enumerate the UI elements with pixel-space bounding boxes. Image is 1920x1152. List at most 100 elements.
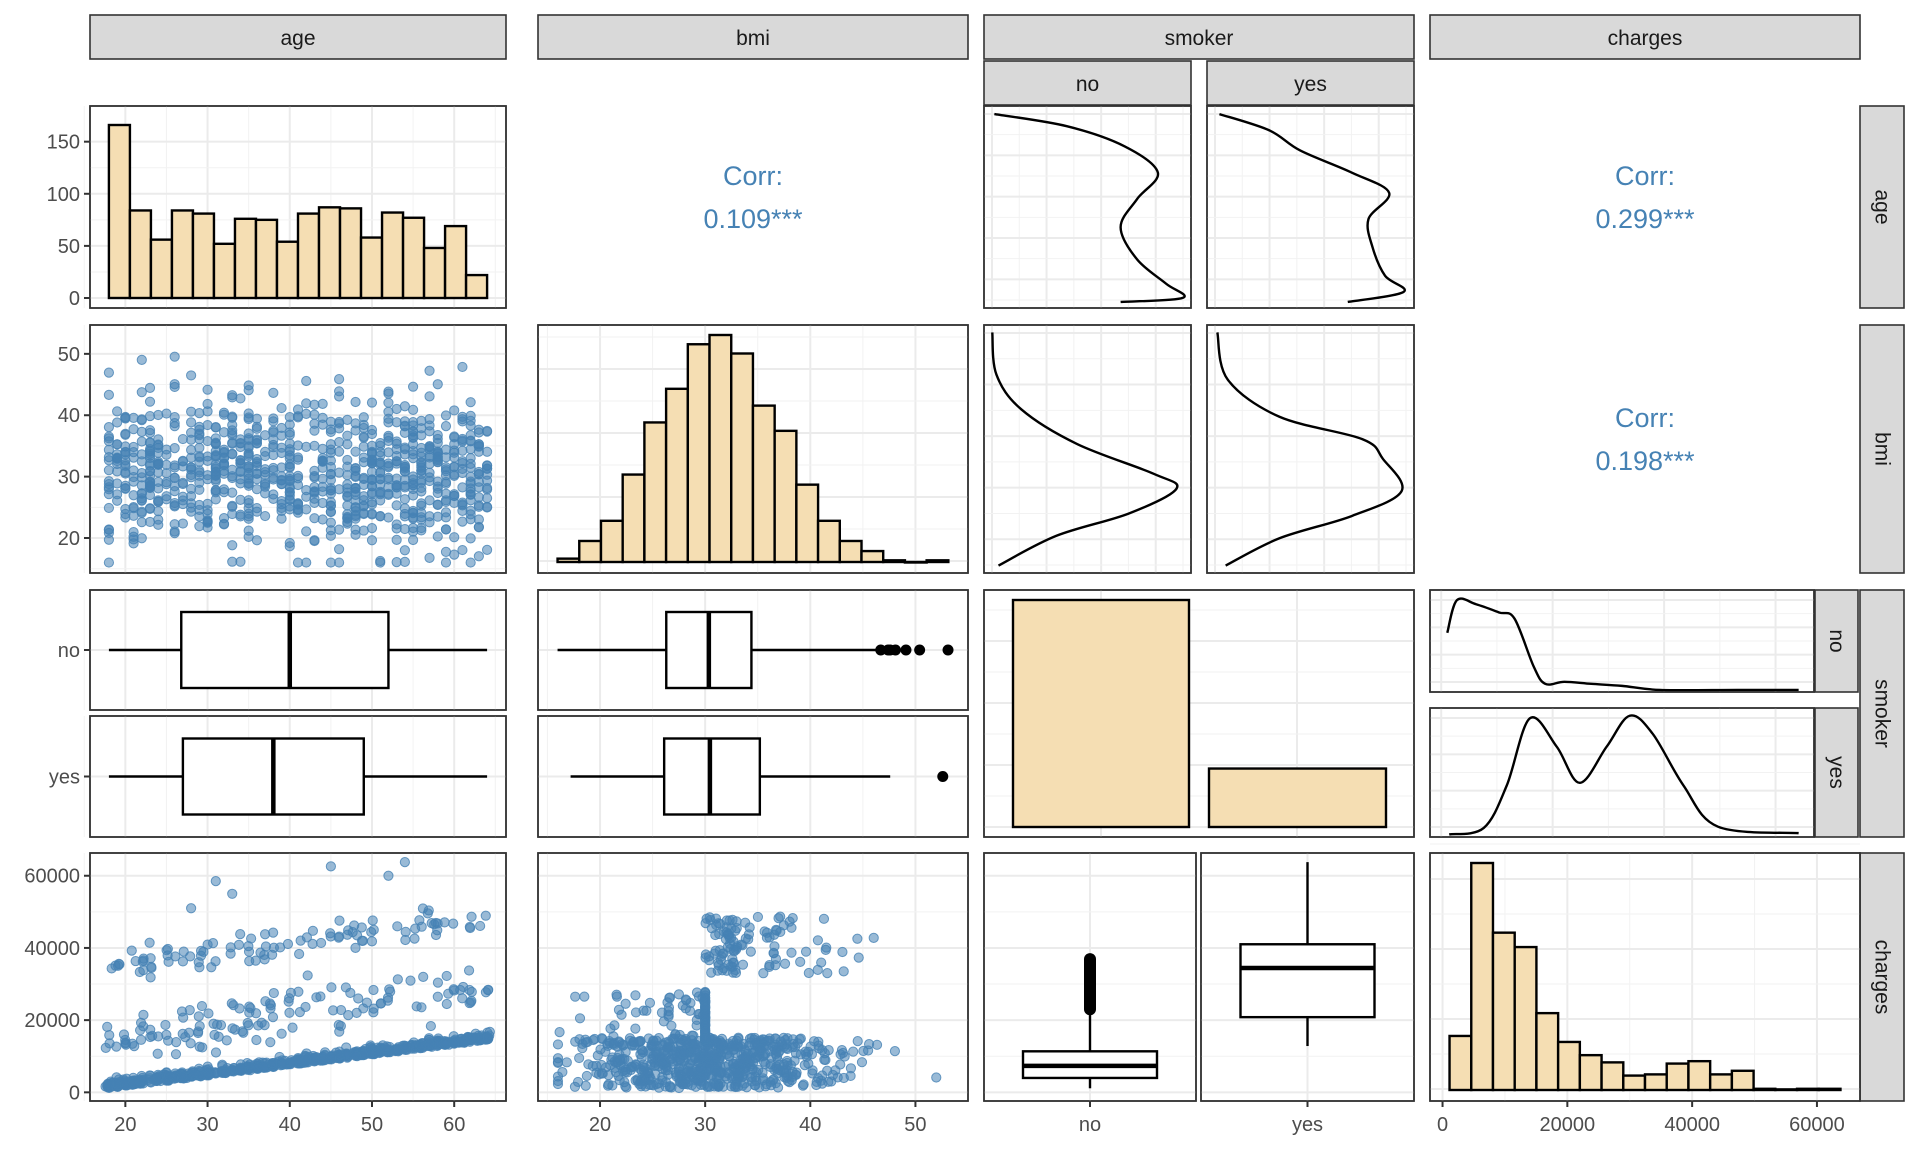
scatter-point — [255, 947, 266, 958]
scatter-point — [475, 920, 486, 932]
strip-label-charges: charges — [1608, 27, 1683, 50]
histogram-bar — [1730, 1069, 1755, 1092]
scatter-point — [722, 1067, 733, 1078]
scatter-point — [366, 474, 378, 485]
scatter-point — [858, 1045, 869, 1057]
scatter-point — [449, 405, 460, 416]
scatter-point — [256, 1017, 267, 1028]
scatter-point — [726, 1081, 737, 1092]
scatter-point — [342, 518, 353, 529]
scatter-point — [218, 518, 230, 529]
scatter-point — [557, 1066, 568, 1078]
scatter-point — [334, 386, 345, 397]
scatter-point — [800, 1049, 812, 1060]
density-curve — [1446, 597, 1799, 692]
panel-border — [983, 324, 1192, 574]
scatter-point — [243, 460, 254, 472]
scatter-point — [700, 1009, 711, 1020]
scatter-point — [614, 1075, 625, 1086]
scatter-point — [309, 493, 320, 504]
scatter-point — [128, 531, 139, 542]
scatter-point — [466, 911, 477, 922]
scatter-point — [144, 452, 156, 464]
row-strip-age-label: age — [1871, 189, 1894, 224]
scatter-point — [812, 935, 823, 946]
scatter-point — [235, 393, 246, 404]
panel-background — [1206, 105, 1415, 309]
panel-age-density-no — [983, 105, 1192, 309]
histogram-bar — [1643, 1073, 1668, 1092]
scatter-point — [309, 471, 320, 482]
scatter-point — [144, 937, 155, 948]
scatter-point — [104, 1078, 115, 1090]
scatter-point — [227, 888, 238, 899]
scatter-point — [570, 1036, 581, 1047]
scatter-point — [366, 489, 378, 500]
outlier-point — [937, 771, 949, 782]
scatter-point — [317, 1054, 328, 1065]
scatter-point — [112, 406, 123, 417]
scatter-point — [745, 1053, 756, 1064]
y-tick-label: 50 — [58, 344, 80, 366]
scatter-point — [736, 1049, 747, 1060]
scatter-point — [284, 541, 295, 552]
scatter-point — [227, 449, 238, 460]
histogram-bar — [860, 549, 885, 564]
scatter-point — [194, 433, 205, 445]
scatter-point — [144, 382, 156, 393]
scatter-point — [697, 992, 708, 1003]
row-strip-bmi-label: bmi — [1871, 432, 1894, 466]
scatter-point — [137, 956, 148, 967]
scatter-point — [293, 986, 304, 997]
histogram-bar — [708, 333, 733, 564]
scatter-point — [391, 500, 402, 511]
correlation-label: Corr: — [1615, 161, 1675, 191]
panel-age-density-yes — [1206, 105, 1415, 309]
panel-border — [1429, 707, 1815, 838]
scatter-point — [128, 510, 139, 521]
scatter-point — [464, 984, 475, 996]
scatter-point — [202, 384, 213, 395]
scatter-point — [424, 365, 435, 376]
x-tick-label: 40 — [799, 1114, 821, 1136]
scatter-point — [416, 460, 427, 471]
scatter-point — [202, 1061, 213, 1072]
panel-border — [1429, 589, 1815, 693]
scatter-point — [317, 455, 328, 466]
scatter-point — [368, 984, 379, 996]
scatter-point — [169, 379, 180, 390]
scatter-point — [561, 1057, 572, 1068]
scatter-point — [301, 1054, 312, 1065]
scatter-point — [449, 461, 460, 472]
scatter-point — [440, 410, 452, 421]
histogram-bar — [773, 429, 798, 564]
scatter-point — [407, 480, 419, 491]
scatter-point — [325, 482, 336, 494]
scatter-point — [432, 977, 444, 988]
panel-bmi-density-no — [983, 324, 1192, 574]
scatter-point — [440, 420, 452, 432]
scatter-point — [317, 443, 328, 455]
x-tick-label: 30 — [694, 1114, 716, 1136]
scatter-point — [407, 404, 419, 415]
scatter-point — [350, 463, 361, 474]
scatter-point — [383, 397, 394, 408]
y-tick-label: 100 — [47, 184, 80, 206]
scatter-point — [186, 444, 197, 456]
scatter-point — [210, 485, 221, 496]
panel-bmi-boxplot-no — [537, 589, 969, 711]
row-strip-smoker-no — [1814, 589, 1859, 693]
scatter-point — [358, 508, 369, 519]
scatter-point — [146, 962, 157, 974]
scatter-point — [416, 1002, 427, 1013]
scatter-point — [144, 465, 156, 477]
outlier-point — [900, 644, 912, 656]
scatter-point — [399, 508, 410, 520]
scatter-point — [207, 938, 219, 949]
scatter-point — [186, 491, 197, 502]
scatter-point — [195, 1070, 206, 1081]
scatter-point — [177, 956, 189, 967]
scatter-point — [128, 490, 139, 501]
scatter-point — [186, 506, 197, 517]
scatter-point — [334, 446, 345, 457]
